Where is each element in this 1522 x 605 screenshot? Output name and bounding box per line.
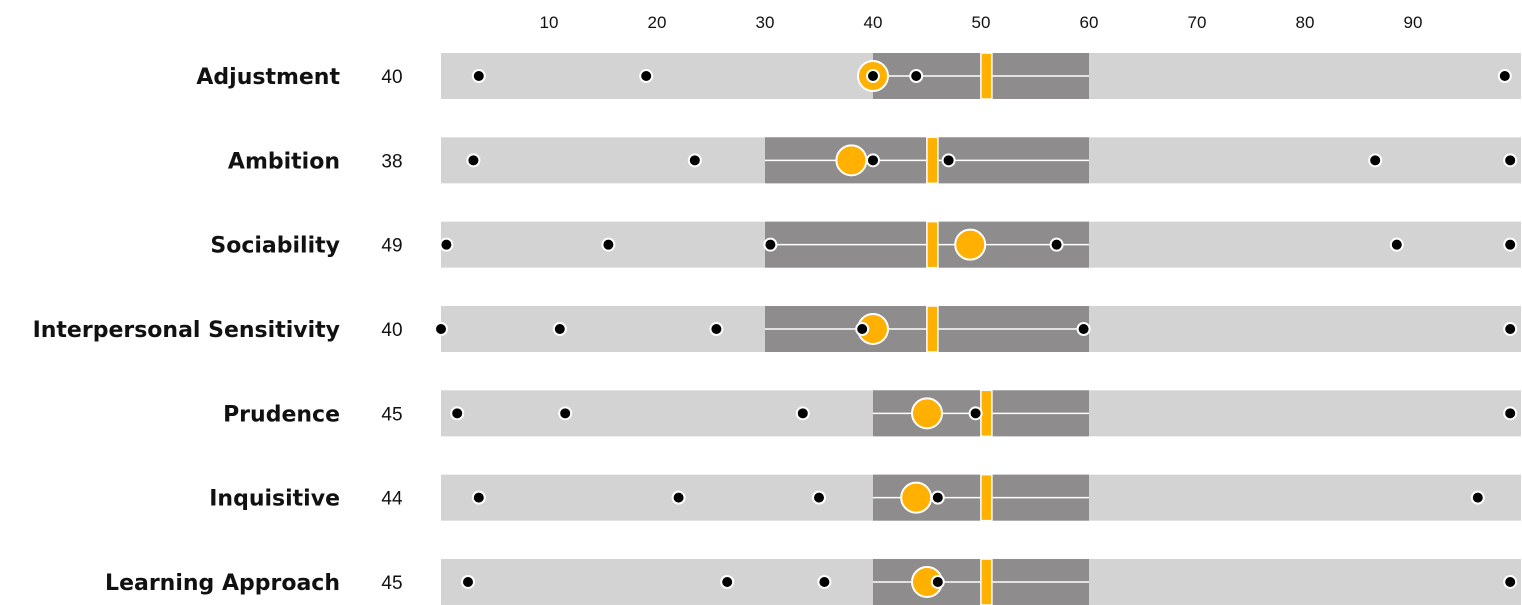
score-label: 40 bbox=[381, 320, 402, 341]
x-tick-label: 70 bbox=[1188, 13, 1207, 32]
data-point bbox=[439, 237, 454, 252]
data-point bbox=[1389, 237, 1404, 252]
data-point bbox=[471, 490, 486, 505]
data-point bbox=[434, 321, 448, 336]
row-label: Inquisitive bbox=[209, 487, 340, 512]
x-tick-label: 40 bbox=[864, 13, 883, 32]
data-point bbox=[552, 321, 567, 336]
chart-row: Prudence 45 bbox=[223, 389, 1521, 438]
score-dot bbox=[911, 397, 943, 430]
data-point bbox=[1076, 321, 1091, 336]
row-label: Prudence bbox=[223, 402, 340, 427]
chart-row: Sociability 49 bbox=[210, 220, 1521, 269]
score-label: 45 bbox=[381, 573, 402, 594]
x-tick-label: 10 bbox=[540, 13, 559, 32]
x-tick-label: 20 bbox=[648, 13, 667, 32]
x-tick-label: 80 bbox=[1296, 13, 1315, 32]
score-dot bbox=[954, 228, 987, 261]
score-label: 40 bbox=[381, 67, 402, 88]
data-point bbox=[639, 69, 654, 83]
x-tick-label: 50 bbox=[972, 13, 991, 32]
score-label: 44 bbox=[381, 489, 403, 510]
data-point bbox=[930, 574, 945, 589]
data-point bbox=[909, 69, 924, 83]
data-point bbox=[709, 321, 724, 336]
x-tick-label: 60 bbox=[1080, 13, 1099, 32]
x-axis-ticks: 10 20 30 40 50 60 70 80 90 bbox=[540, 13, 1423, 32]
data-point bbox=[558, 406, 573, 421]
data-point bbox=[466, 153, 481, 168]
chart-row: Adjustment 40 bbox=[196, 52, 1521, 100]
data-point bbox=[866, 153, 880, 168]
benchmark-marker bbox=[926, 220, 939, 269]
data-point bbox=[461, 574, 475, 589]
data-point bbox=[671, 490, 686, 505]
data-point bbox=[1503, 574, 1518, 589]
data-point bbox=[1503, 406, 1518, 421]
data-point bbox=[866, 69, 880, 83]
score-label: 38 bbox=[381, 151, 402, 172]
score-label: 45 bbox=[381, 404, 402, 425]
data-point bbox=[601, 237, 616, 252]
data-point bbox=[1503, 321, 1518, 336]
data-point bbox=[1497, 69, 1512, 83]
data-point bbox=[817, 574, 832, 589]
data-point bbox=[941, 153, 956, 168]
score-dot bbox=[835, 144, 868, 177]
data-point bbox=[471, 69, 486, 83]
row-label: Ambition bbox=[228, 149, 340, 174]
data-point bbox=[763, 237, 778, 252]
chart-row: Ambition 38 bbox=[228, 136, 1521, 185]
score-dot bbox=[900, 481, 933, 514]
data-point bbox=[1503, 153, 1518, 168]
row-label: Interpersonal Sensitivity bbox=[33, 318, 340, 343]
data-point bbox=[930, 490, 945, 505]
benchmark-marker bbox=[980, 473, 993, 522]
data-point bbox=[450, 406, 465, 421]
data-point bbox=[968, 406, 983, 421]
benchmark-marker bbox=[980, 52, 993, 100]
data-point bbox=[720, 574, 735, 589]
chart-row: Inquisitive 44 bbox=[209, 473, 1521, 522]
chart-row: Learning Approach 45 bbox=[105, 558, 1521, 605]
data-point bbox=[687, 153, 702, 168]
data-point bbox=[1049, 237, 1064, 252]
score-label: 49 bbox=[381, 236, 402, 257]
benchmark-marker bbox=[926, 305, 939, 353]
chart-rows: Adjustment 40 Ambition 38 Sociability 49 Inter… bbox=[33, 52, 1521, 605]
data-point bbox=[1470, 490, 1485, 505]
data-point bbox=[795, 406, 810, 421]
data-point bbox=[812, 490, 826, 505]
x-tick-label: 90 bbox=[1404, 13, 1423, 32]
row-label: Sociability bbox=[210, 234, 340, 259]
data-point bbox=[855, 321, 870, 336]
data-point bbox=[1368, 153, 1383, 168]
chart-row: Interpersonal Sensitivity 40 bbox=[33, 305, 1521, 353]
benchmark-marker bbox=[980, 558, 993, 605]
x-tick-label: 30 bbox=[756, 13, 775, 32]
data-point bbox=[1503, 237, 1518, 252]
benchmark-marker bbox=[926, 136, 939, 185]
row-label: Adjustment bbox=[196, 65, 340, 90]
row-label: Learning Approach bbox=[105, 571, 340, 596]
